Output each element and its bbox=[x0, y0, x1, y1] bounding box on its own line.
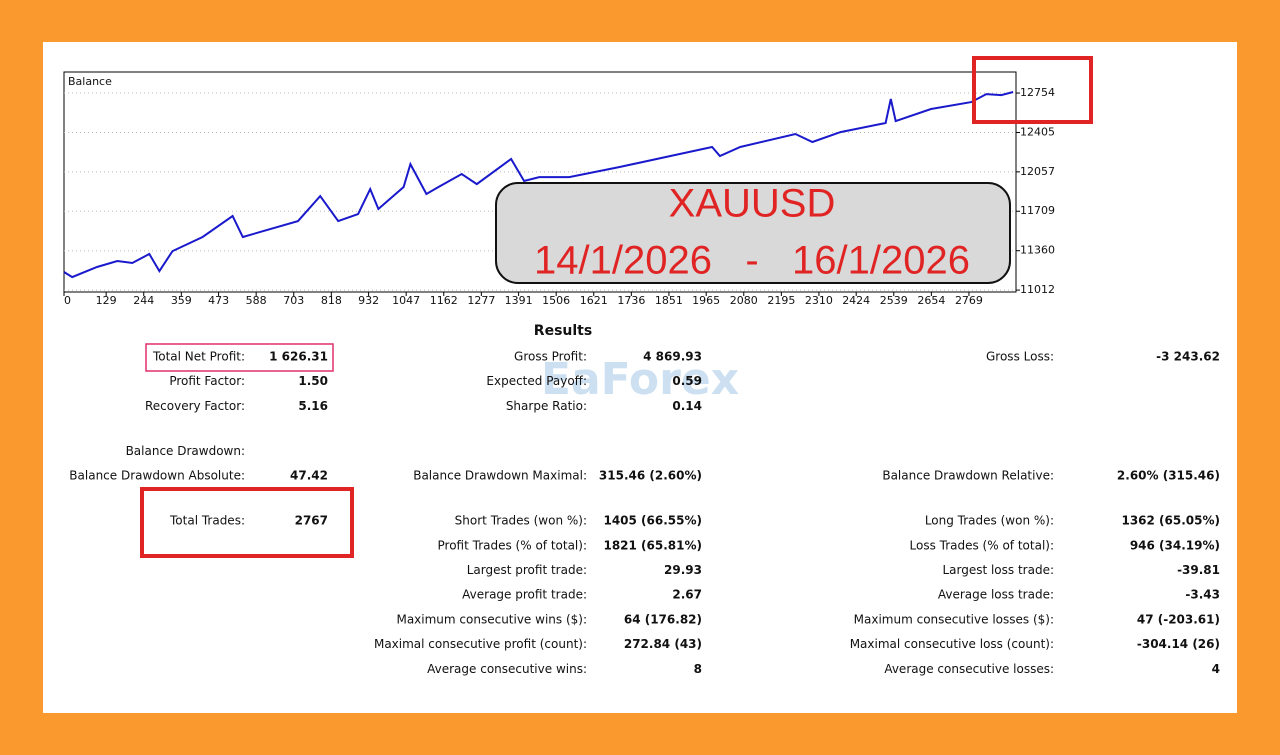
stat-value: 1362 (65.05%) bbox=[1121, 514, 1220, 528]
stat-value: 29.93 bbox=[664, 563, 702, 577]
stat-label: Recovery Factor: bbox=[145, 399, 245, 413]
stat-label: Loss Trades (% of total): bbox=[910, 538, 1055, 552]
x-tick-label: 359 bbox=[171, 294, 192, 307]
stat-label: Maximum consecutive wins ($): bbox=[396, 612, 587, 626]
stat-label: Average profit trade: bbox=[462, 588, 587, 602]
highlight-box bbox=[145, 343, 334, 372]
stat-label: Balance Drawdown Absolute: bbox=[69, 469, 245, 483]
stat-label: Average consecutive wins: bbox=[427, 662, 587, 676]
stat-value: -304.14 (26) bbox=[1137, 637, 1220, 651]
stat-value: 1.50 bbox=[298, 374, 328, 388]
stat-label: Largest profit trade: bbox=[467, 563, 587, 577]
x-tick-label: 1047 bbox=[392, 294, 420, 307]
y-tick-label: 12754 bbox=[1020, 86, 1055, 99]
stat-value: 2.67 bbox=[672, 588, 702, 602]
stat-value: -39.81 bbox=[1177, 563, 1220, 577]
x-tick-label: 703 bbox=[283, 294, 304, 307]
stat-value: 47.42 bbox=[290, 469, 328, 483]
stat-value: 64 (176.82) bbox=[624, 612, 702, 626]
stat-label: Maximal consecutive loss (count): bbox=[850, 637, 1054, 651]
stat-value: 315.46 (2.60%) bbox=[599, 469, 702, 483]
x-tick-label: 473 bbox=[208, 294, 229, 307]
balance-line bbox=[63, 91, 1014, 279]
stat-value: 2.60% (315.46) bbox=[1117, 469, 1220, 483]
chart-title: Balance bbox=[68, 75, 112, 88]
x-tick-label: 1621 bbox=[580, 294, 608, 307]
stat-value: 272.84 (43) bbox=[624, 637, 702, 651]
stat-label: Sharpe Ratio: bbox=[506, 399, 587, 413]
stat-label: Short Trades (won %): bbox=[455, 514, 587, 528]
stat-value: 0.59 bbox=[672, 374, 702, 388]
stat-value: 5.16 bbox=[298, 399, 328, 413]
highlight-box bbox=[140, 487, 354, 558]
stat-label: Expected Payoff: bbox=[486, 374, 587, 388]
x-tick-label: 588 bbox=[246, 294, 267, 307]
x-tick-label: 0 bbox=[64, 294, 71, 307]
x-tick-label: 1851 bbox=[655, 294, 683, 307]
stat-value: 47 (-203.61) bbox=[1137, 612, 1220, 626]
y-tick-label: 12057 bbox=[1020, 165, 1055, 178]
results-table: Total Net Profit: 1 626.31 Gross Profit: 4 … bbox=[69, 350, 1220, 676]
overlay-period: 14/1/2026 - 16/1/2026 bbox=[534, 239, 970, 283]
stat-label: Average consecutive losses: bbox=[884, 662, 1054, 676]
stat-value: 8 bbox=[694, 662, 702, 676]
x-tick-label: 1736 bbox=[617, 294, 645, 307]
x-tick-label: 1277 bbox=[467, 294, 495, 307]
x-tick-label: 2539 bbox=[880, 294, 908, 307]
stat-value: -3.43 bbox=[1185, 588, 1220, 602]
stat-value: 4 869.93 bbox=[643, 350, 702, 364]
x-tick-label: 2195 bbox=[767, 294, 795, 307]
x-tick-label: 1162 bbox=[430, 294, 458, 307]
x-tick-label: 2424 bbox=[842, 294, 870, 307]
stat-value: 4 bbox=[1212, 662, 1220, 676]
x-tick-label: 1965 bbox=[692, 294, 720, 307]
stat-label: Long Trades (won %): bbox=[925, 514, 1054, 528]
x-tick-label: 2080 bbox=[730, 294, 758, 307]
y-tick-label: 12405 bbox=[1020, 126, 1055, 139]
stat-label: Balance Drawdown: bbox=[126, 444, 245, 458]
stat-label: Gross Profit: bbox=[514, 350, 587, 364]
x-tick-label: 2654 bbox=[917, 294, 945, 307]
highlight-box bbox=[972, 56, 1093, 124]
stat-label: Total Net Profit: bbox=[152, 350, 245, 364]
x-tick-label: 129 bbox=[96, 294, 117, 307]
stat-label: Profit Factor: bbox=[169, 374, 245, 388]
y-tick-label: 11360 bbox=[1020, 244, 1055, 257]
stat-value: 1405 (66.55%) bbox=[603, 514, 702, 528]
stat-label: Balance Drawdown Relative: bbox=[882, 469, 1054, 483]
x-tick-label: 2769 bbox=[955, 294, 983, 307]
stat-label: Total Trades: bbox=[169, 514, 245, 528]
x-tick-label: 932 bbox=[358, 294, 379, 307]
y-tick-label: 11709 bbox=[1020, 204, 1055, 217]
stat-value: -3 243.62 bbox=[1156, 350, 1220, 364]
stat-value: 2767 bbox=[295, 514, 328, 528]
watermark: EaForex bbox=[541, 354, 739, 405]
stat-value: 1821 (65.81%) bbox=[603, 538, 702, 552]
stat-label: Average loss trade: bbox=[938, 588, 1054, 602]
stat-label: Gross Loss: bbox=[986, 350, 1054, 364]
stat-label: Maximal consecutive profit (count): bbox=[374, 637, 587, 651]
stat-label: Maximum consecutive losses ($): bbox=[854, 612, 1054, 626]
y-tick-label: 11012 bbox=[1020, 283, 1055, 296]
stat-label: Profit Trades (% of total): bbox=[438, 538, 587, 552]
stat-value: 0.14 bbox=[672, 399, 702, 413]
x-tick-label: 244 bbox=[133, 294, 154, 307]
x-tick-label: 1506 bbox=[542, 294, 570, 307]
overlay-box bbox=[495, 182, 1011, 284]
stat-label: Largest loss trade: bbox=[942, 563, 1054, 577]
stat-value: 1 626.31 bbox=[269, 350, 328, 364]
x-tick-label: 2310 bbox=[805, 294, 833, 307]
stat-label: Balance Drawdown Maximal: bbox=[413, 469, 587, 483]
x-tick-label: 818 bbox=[321, 294, 342, 307]
overlay-symbol: XAUUSD bbox=[669, 182, 836, 226]
x-tick-label: 1391 bbox=[505, 294, 533, 307]
results-title: Results bbox=[534, 323, 592, 339]
stat-value: 946 (34.19%) bbox=[1130, 538, 1220, 552]
